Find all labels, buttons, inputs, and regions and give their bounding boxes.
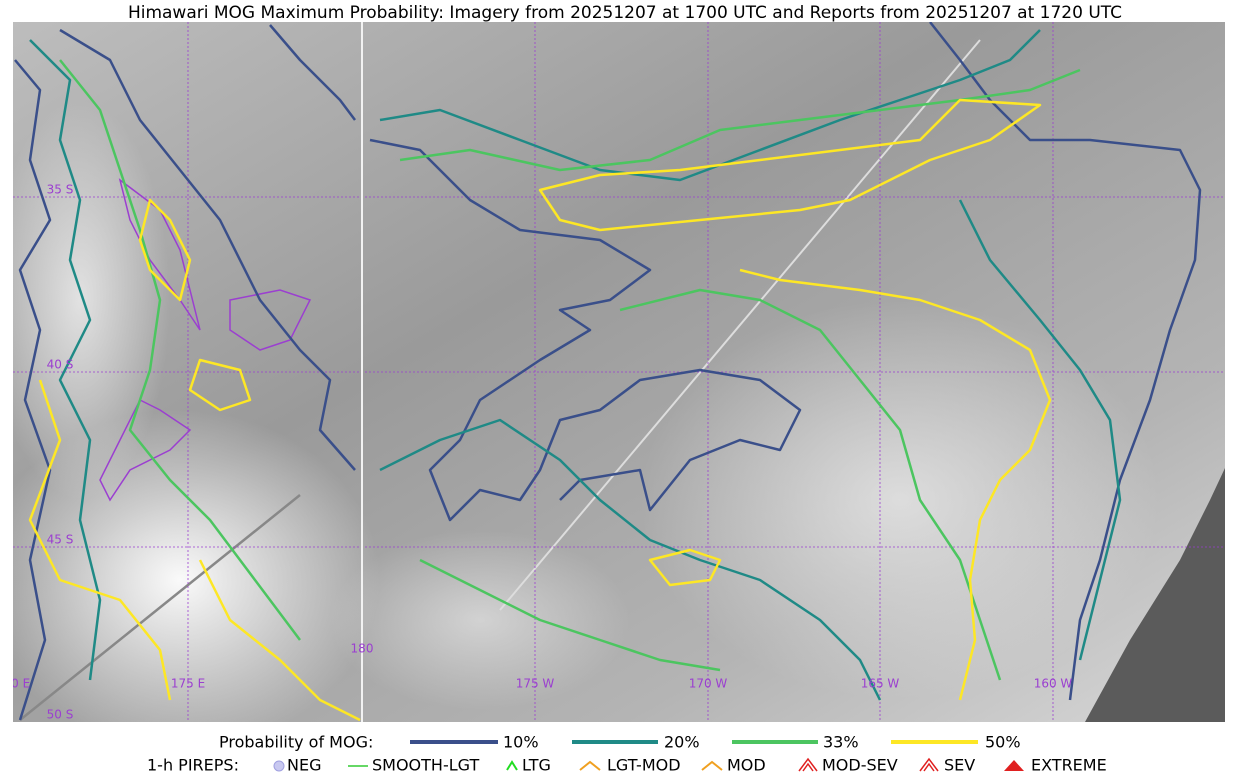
contour-10 xyxy=(14,59,52,721)
legend-pireps: 1-h PIREPS: NEG SMOOTH-LGT LTG LGT-MOD M… xyxy=(147,756,1107,775)
contour-20 xyxy=(379,29,1041,182)
lon-label: 175 W xyxy=(516,677,555,691)
legend-title: 1-h PIREPS: xyxy=(147,756,239,775)
contour-50 xyxy=(138,198,192,302)
legend-icon xyxy=(1004,760,1024,771)
legend-label: NEG xyxy=(287,756,321,775)
contour-50 xyxy=(739,268,1052,701)
lon-label: 170 E xyxy=(0,677,30,691)
legend-icon xyxy=(273,760,285,772)
legend-icon xyxy=(701,760,723,771)
legend-label: 50% xyxy=(985,733,1021,752)
legend-label: MOD xyxy=(727,756,766,775)
no-data xyxy=(1085,468,1225,722)
lon-label: 175 E xyxy=(171,677,205,691)
contour-33 xyxy=(419,558,721,672)
lon-label: 170 W xyxy=(689,677,728,691)
lon-label: 165 W xyxy=(861,677,900,691)
contour-50 xyxy=(28,379,172,701)
legend-icon xyxy=(798,757,818,772)
legend-probability: Probability of MOG: 10% 20% 33% 50% xyxy=(219,733,1021,752)
contour-20 xyxy=(29,39,102,681)
contour-20 xyxy=(958,199,1122,661)
legend-icon xyxy=(579,760,601,771)
title: Himawari MOG Maximum Probability: Imager… xyxy=(128,3,1122,23)
contours xyxy=(14,22,1202,722)
swath-edge xyxy=(19,494,301,721)
contour-50 xyxy=(188,358,252,412)
legend-icon xyxy=(919,757,939,772)
contour-10 xyxy=(59,28,356,471)
legend-label: 10% xyxy=(503,733,539,752)
contour-50 xyxy=(648,548,722,587)
contour-20 xyxy=(379,418,882,701)
legend-title: Probability of MOG: xyxy=(219,733,373,752)
contour-10 xyxy=(369,138,802,522)
legend-label: EXTREME xyxy=(1031,756,1107,775)
cloud xyxy=(330,530,630,710)
lat-label: 40 S xyxy=(47,358,74,372)
cloud xyxy=(640,300,1160,700)
contour-10 xyxy=(929,22,1202,701)
legend-icon xyxy=(506,760,518,771)
lon-label: 160 W xyxy=(1034,677,1073,691)
legend-label: MOD-SEV xyxy=(822,756,898,775)
map: 35 S 40 S 45 S 50 S 170 E 175 E 180 175 … xyxy=(0,22,1225,722)
contour-33 xyxy=(399,68,1081,172)
legend-label: LTG xyxy=(522,756,551,775)
lat-label: 50 S xyxy=(47,708,74,722)
grid-labels: 35 S 40 S 45 S 50 S 170 E 175 E 180 175 … xyxy=(0,183,1073,722)
legend-label: 20% xyxy=(664,733,700,752)
contour-10 xyxy=(269,24,356,121)
legend-label: SEV xyxy=(944,756,975,775)
contour-50 xyxy=(538,98,1042,232)
contour-33 xyxy=(59,59,301,641)
legend-label: 33% xyxy=(823,733,859,752)
legend-label: LGT-MOD xyxy=(607,756,681,775)
lon-label: 180 xyxy=(351,642,374,656)
legend-label: SMOOTH-LGT xyxy=(372,756,479,775)
lat-label: 45 S xyxy=(47,533,74,547)
contour-50 xyxy=(198,559,361,722)
swath-edge xyxy=(499,39,981,611)
lat-label: 35 S xyxy=(47,183,74,197)
coastline xyxy=(99,178,312,502)
